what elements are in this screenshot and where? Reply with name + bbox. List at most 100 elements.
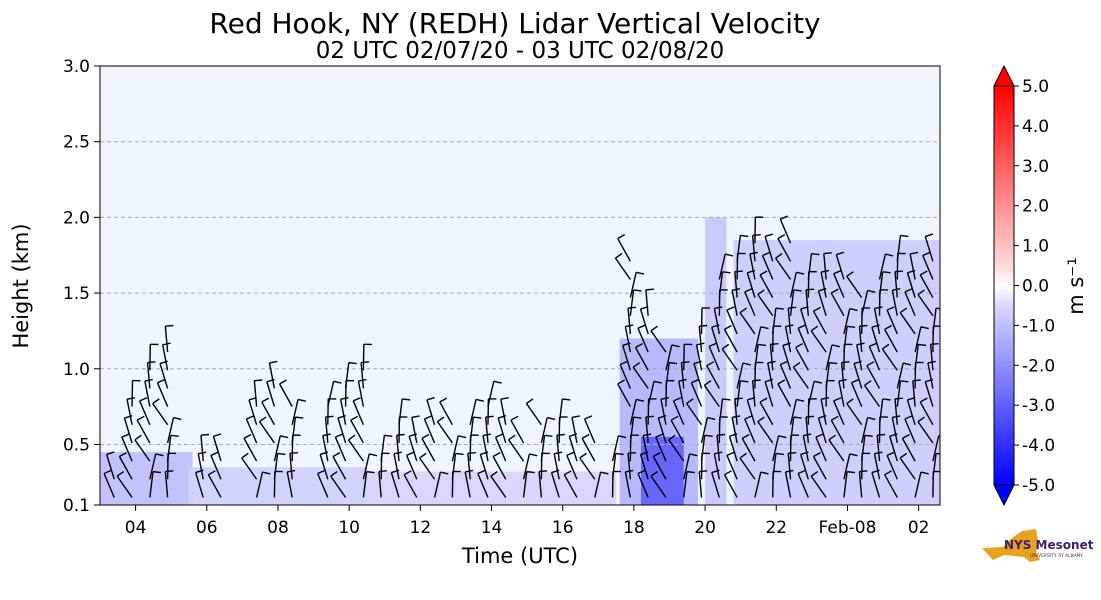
wind-barb xyxy=(665,344,673,371)
wind-barb xyxy=(906,272,916,298)
wind-barb-flag xyxy=(411,415,420,419)
wind-barb-flag xyxy=(721,343,730,350)
wind-barb-flag xyxy=(547,416,556,421)
wind-barb xyxy=(871,472,881,498)
wind-barb-flag xyxy=(846,470,856,474)
wind-barb xyxy=(540,435,546,462)
y-tick-label: 1.0 xyxy=(63,360,90,380)
wind-barb xyxy=(787,307,792,335)
wind-barb xyxy=(779,364,792,389)
wind-barb xyxy=(759,274,774,298)
wind-barb-flag xyxy=(793,289,802,292)
wind-barb xyxy=(777,238,792,262)
colorbar-tick-label: -4.0 xyxy=(1022,436,1055,456)
wind-barb xyxy=(881,348,898,371)
wind-barb-flag xyxy=(670,415,679,421)
wind-barb-flag xyxy=(762,251,771,257)
wind-barb-flag xyxy=(492,452,501,458)
wind-barb xyxy=(316,473,329,498)
wind-barb xyxy=(166,435,172,462)
wind-barb xyxy=(522,471,528,498)
wind-barb xyxy=(906,399,916,425)
wind-barb-flag xyxy=(925,233,934,238)
wind-barb-flag xyxy=(378,470,387,473)
wind-barb xyxy=(378,471,382,498)
wind-barb-flag xyxy=(744,288,753,293)
wind-barb xyxy=(807,253,813,280)
wind-barb xyxy=(352,400,365,426)
wind-barb xyxy=(891,290,898,316)
wind-barb-flag xyxy=(918,343,927,347)
wind-barb xyxy=(624,471,632,498)
wind-barb xyxy=(553,453,560,480)
wind-barb-flag xyxy=(699,324,708,327)
wind-barb-flag xyxy=(361,361,370,364)
wind-barb-flag xyxy=(691,378,700,384)
wind-barb-flag xyxy=(900,380,909,383)
wind-barb xyxy=(861,417,869,444)
wind-barb-flag xyxy=(241,452,249,459)
wind-barb-flag xyxy=(269,360,278,364)
wind-barb xyxy=(894,271,898,298)
wind-barb-flag xyxy=(348,361,357,365)
wind-barb xyxy=(619,364,631,389)
wind-barb-flag xyxy=(866,361,875,367)
wind-barb xyxy=(787,453,792,480)
wind-barb xyxy=(439,401,453,426)
wind-barb-flag xyxy=(350,415,359,421)
wind-barb-flag xyxy=(764,233,773,238)
wind-barb-flag xyxy=(297,398,307,402)
wind-barb-flag xyxy=(402,398,411,401)
wind-barb-flag xyxy=(829,361,838,365)
wind-barb xyxy=(566,455,578,480)
colorbar-tick-label: -1.0 xyxy=(1022,316,1055,336)
wind-barb xyxy=(858,471,863,498)
wind-barb-flag xyxy=(770,342,779,346)
wind-barb-flag xyxy=(919,397,928,403)
wind-barb xyxy=(469,417,475,444)
wind-barb-flag xyxy=(830,288,839,294)
wind-barb-flag xyxy=(828,434,836,441)
wind-barb-flag xyxy=(254,379,263,382)
wind-barb xyxy=(327,381,335,407)
new-york-state-icon xyxy=(982,529,1040,562)
wind-barb-flag xyxy=(797,469,806,475)
wind-barb xyxy=(876,435,881,462)
wind-barb-flag xyxy=(529,453,538,457)
wind-barb-flag xyxy=(340,397,349,400)
wind-barb xyxy=(772,308,777,335)
wind-barb xyxy=(746,272,756,298)
wind-barb-flag xyxy=(495,433,504,438)
wind-barb xyxy=(744,418,756,444)
wind-barb xyxy=(932,308,937,335)
wind-barb-flag xyxy=(846,271,854,277)
wind-barb-flag xyxy=(886,306,895,311)
wind-barb xyxy=(716,435,721,462)
wind-barb xyxy=(878,398,884,425)
wind-barb xyxy=(497,417,507,444)
wind-barb xyxy=(769,344,774,371)
wind-barb-flag xyxy=(668,434,676,441)
wind-barb xyxy=(846,275,863,299)
y-tick-label: 3.0 xyxy=(63,57,90,77)
wind-barb-flag xyxy=(859,324,868,327)
wind-barb xyxy=(350,419,365,444)
x-tick-label: 22 xyxy=(765,518,787,538)
wind-barb xyxy=(357,380,365,407)
wind-barb-flag xyxy=(909,251,919,255)
wind-barb xyxy=(850,382,863,407)
wind-barb-flag xyxy=(571,415,580,419)
wind-barb xyxy=(637,473,649,498)
wind-barb xyxy=(914,471,922,498)
wind-barb xyxy=(914,326,922,353)
wind-barb-flag xyxy=(716,433,726,436)
wind-barb xyxy=(825,344,833,371)
wind-barb-flag xyxy=(704,434,713,437)
wind-barb-flag xyxy=(759,270,768,276)
y-tick-label: 0.1 xyxy=(63,496,90,516)
wind-barb-flag xyxy=(579,452,587,459)
wind-barb-flag xyxy=(744,415,753,420)
wind-barb-flag xyxy=(637,469,646,475)
wind-barb xyxy=(922,255,934,280)
wind-barb xyxy=(932,435,940,462)
